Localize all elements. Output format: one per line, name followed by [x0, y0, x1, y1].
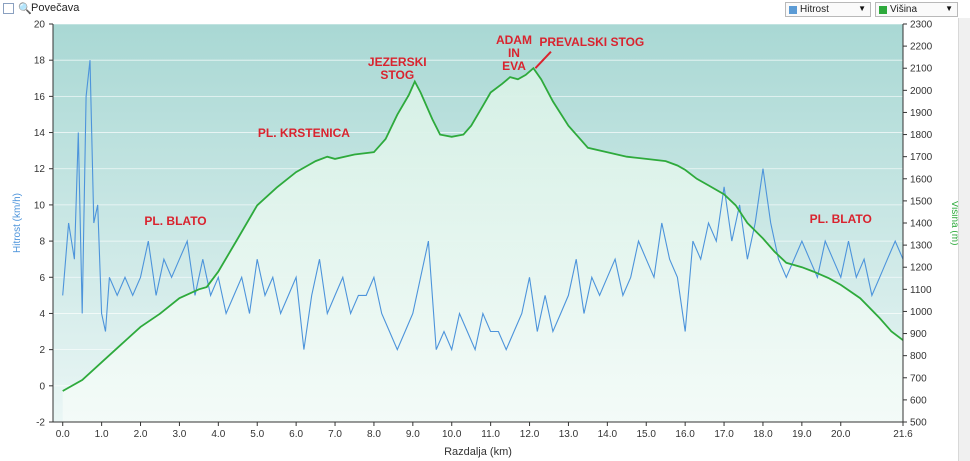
axis-labels: Razdalja (km) Hitrost (km/h) Višina (m): [12, 193, 958, 458]
annotation-pointer: [534, 50, 552, 69]
peak-label: PL. BLATO: [810, 212, 872, 226]
right-tick-label: 600: [910, 395, 927, 406]
right-tick-label: 1100: [910, 285, 932, 296]
speed-series-line: [62, 60, 904, 352]
altitude-color-swatch: [879, 6, 887, 14]
chevron-down-icon: ▼: [858, 4, 866, 13]
peak-label: PL. KRSTENICA: [258, 126, 350, 140]
scrollbar-strip[interactable]: [958, 18, 970, 461]
right-tick-label: 2200: [910, 42, 933, 53]
peak-label: ADAM IN EVA: [496, 33, 532, 73]
right-tick-label: 2300: [910, 20, 933, 31]
x-tick-label: 0.0: [56, 429, 70, 440]
left-tick-label: 10: [34, 200, 46, 211]
speed-select-label: Hitrost: [800, 4, 829, 15]
x-tick-label: 7.0: [328, 429, 342, 440]
x-tick-label: 8.0: [367, 429, 381, 440]
x-tick-label: 3.0: [172, 429, 186, 440]
right-tick-label: 1600: [910, 174, 933, 185]
right-tick-label: 1700: [910, 152, 933, 163]
right-tick-label: 1300: [910, 241, 933, 252]
magnifier-icon: 🔍: [18, 3, 32, 15]
right-tick-label: 1200: [910, 263, 933, 274]
x-tick-label: 19.0: [792, 429, 812, 440]
right-tick-label: 1500: [910, 196, 933, 207]
x-tick-label: 14.0: [598, 429, 618, 440]
speed-color-swatch: [789, 6, 797, 14]
x-tick-label: 1.0: [95, 429, 109, 440]
altitude-series-select[interactable]: Višina ▼: [875, 2, 958, 17]
zoom-label: Povečava: [31, 2, 80, 14]
right-tick-label: 700: [910, 373, 927, 384]
left-tick-label: 8: [39, 237, 45, 248]
left-tick-label: 2: [39, 345, 45, 356]
zoom-checkbox[interactable]: [3, 3, 14, 14]
x-tick-label: 4.0: [211, 429, 225, 440]
x-tick-label: 15.0: [637, 429, 657, 440]
x-tick-label: 18.0: [753, 429, 773, 440]
right-tick-label: 800: [910, 351, 927, 362]
right-tick-label: 2000: [910, 86, 933, 97]
peak-annotations: PL. BLATO PL. KRSTENICA JEZERSKI STOG ADAM IN…: [144, 33, 871, 228]
altitude-series-line: [62, 66, 904, 392]
left-tick-label: 12: [34, 164, 46, 175]
peak-label: JEZERSKI STOG: [368, 55, 427, 82]
x-tick-label: 16.0: [675, 429, 695, 440]
x-tick-label: 11.0: [481, 429, 500, 440]
right-tick-label: 2100: [910, 64, 933, 75]
chevron-down-icon: ▼: [945, 4, 953, 13]
right-tick-label: 1000: [910, 307, 933, 318]
x-tick-label: 21.6: [893, 429, 913, 440]
x-tick-label: 5.0: [250, 429, 264, 440]
right-tick-label: 900: [910, 329, 927, 340]
altitude-select-label: Višina: [890, 4, 918, 15]
x-tick-label: 13.0: [559, 429, 579, 440]
left-tick-label: 16: [34, 92, 46, 103]
peak-label: PL. BLATO: [144, 214, 206, 228]
x-tick-label: 12.0: [520, 429, 540, 440]
x-axis-title: Razdalja (km): [444, 446, 512, 458]
x-tick-label: 17.0: [714, 429, 734, 440]
left-tick-label: 14: [34, 128, 46, 139]
left-tick-label: 6: [39, 273, 45, 284]
left-tick-label: -2: [36, 418, 45, 429]
axes: -2 0 2 4 6 8 10 12 14 16 18 20 500 600 700 800 900 1000 11…: [34, 20, 933, 441]
x-tick-label: 10.0: [442, 429, 462, 440]
x-tick-label: 2.0: [134, 429, 148, 440]
x-tick-label: 20.0: [831, 429, 851, 440]
peak-label: PREVALSKI STOG: [539, 35, 644, 49]
right-axis-title: Višina (m): [949, 201, 958, 246]
left-tick-label: 4: [39, 309, 45, 320]
right-tick-label: 1400: [910, 219, 933, 230]
left-axis-title: Hitrost (km/h): [12, 193, 23, 253]
x-tick-label: 6.0: [289, 429, 303, 440]
right-tick-label: 1900: [910, 108, 933, 119]
left-tick-label: 18: [34, 56, 46, 67]
speed-series-select[interactable]: Hitrost ▼: [785, 2, 871, 17]
left-tick-label: 20: [34, 20, 46, 31]
toolbar: 🔍 Povečava Hitrost ▼ Višina ▼: [0, 0, 970, 18]
altitude-area: [62, 68, 903, 422]
right-tick-label: 1800: [910, 130, 933, 141]
x-tick-label: 9.0: [406, 429, 420, 440]
right-tick-label: 500: [910, 418, 927, 429]
left-tick-label: 0: [39, 381, 45, 392]
